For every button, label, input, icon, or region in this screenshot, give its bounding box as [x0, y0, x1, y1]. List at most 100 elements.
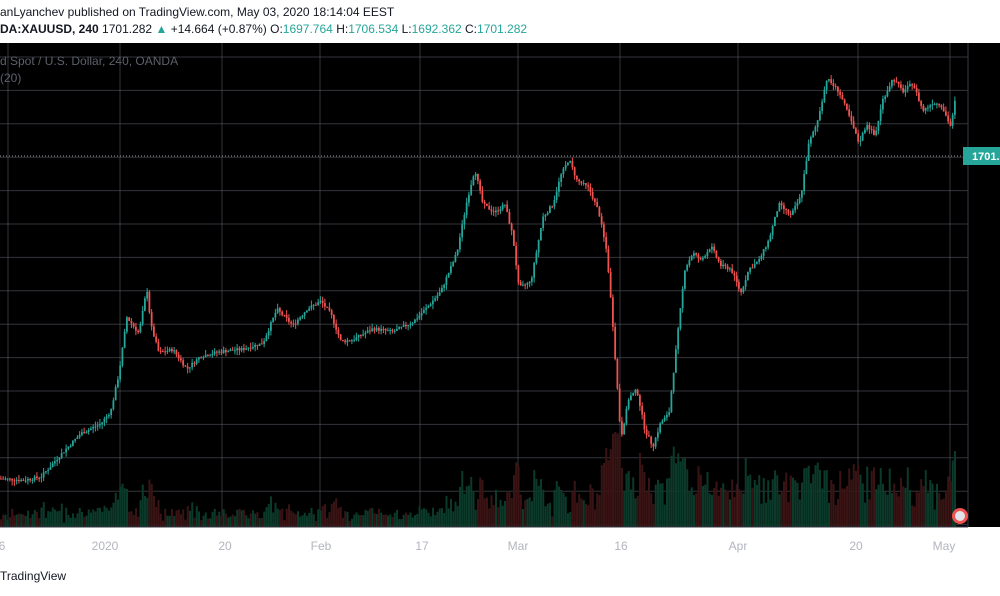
volume-bar [839, 470, 842, 527]
time-axis-background [0, 527, 1000, 560]
volume-bar [742, 493, 745, 527]
volume-bar [60, 503, 63, 527]
candle-body [787, 209, 790, 214]
candle-body [447, 272, 450, 278]
volume-bar [479, 477, 482, 527]
candle-body [513, 230, 515, 246]
candle-body [238, 348, 241, 351]
volume-bar [792, 477, 794, 527]
candle-body [40, 477, 43, 479]
candle-body [632, 392, 635, 396]
candle-body [769, 235, 772, 241]
volume-bar [126, 488, 128, 527]
candle-body [452, 261, 455, 266]
volume-bar [632, 477, 635, 527]
candle-body [729, 268, 731, 270]
candle-body [220, 351, 223, 353]
volume-bar [468, 485, 470, 527]
volume-bar [893, 483, 896, 527]
candle-body [753, 263, 756, 268]
candle-body [184, 365, 187, 367]
volume-bar [918, 492, 920, 527]
volume-bar [38, 518, 41, 527]
candle-body [708, 249, 711, 252]
volume-bar [387, 515, 389, 527]
candle-body [864, 129, 866, 133]
candle-body [423, 309, 425, 314]
candle-body [857, 133, 860, 142]
candle-body [731, 268, 734, 274]
candle-body [112, 400, 115, 410]
candle-body [697, 254, 700, 259]
candle-body [913, 85, 916, 89]
volume-bar [531, 501, 533, 527]
candle-body [265, 335, 268, 342]
volume-bar [706, 472, 709, 527]
volume-bar [951, 460, 954, 527]
volume-bar [821, 488, 824, 527]
last-price-tag-text: 1701. [972, 151, 1000, 163]
candle-body [823, 89, 826, 102]
candle-body [819, 111, 821, 121]
candle-body [591, 191, 594, 199]
scroll-to-realtime-icon[interactable] [952, 508, 968, 524]
volume-bar [866, 466, 869, 527]
candle-body [834, 85, 837, 87]
volume-bar [803, 468, 806, 527]
volume-bar [389, 514, 392, 527]
volume-bar [218, 511, 221, 527]
volume-bar [747, 475, 749, 527]
volume-bar [900, 477, 902, 527]
candle-body [902, 87, 905, 93]
price-chart[interactable]: 1701. d Spot / U.S. Dollar, 240, OANDA (… [0, 43, 1000, 560]
volume-bar [400, 519, 403, 527]
scroll-to-realtime-icon-center[interactable] [955, 511, 965, 521]
candle-body [222, 350, 225, 353]
volume-bar [47, 511, 50, 527]
volume-bar [499, 499, 502, 527]
candle-body [648, 435, 650, 437]
volume-bar [186, 505, 189, 527]
candle-body [159, 350, 162, 352]
volume-bar [591, 488, 594, 527]
candle-body [330, 310, 333, 316]
candle-body [663, 417, 666, 421]
volume-bar [249, 513, 252, 527]
candle-body [774, 217, 776, 227]
candle-body [733, 273, 736, 276]
volume-bar [195, 505, 198, 527]
candle-body [47, 469, 50, 472]
candle-body [101, 422, 104, 425]
candle-body [499, 209, 502, 212]
candle-body [501, 204, 504, 210]
volume-bar [222, 509, 225, 527]
candle-body [375, 327, 378, 331]
volume-bar [49, 511, 52, 527]
tradingview-brand: TradingView [0, 569, 67, 583]
last-price: 1701.282 [102, 22, 153, 36]
volume-bar [603, 462, 605, 527]
volume-bar [164, 508, 167, 527]
candle-body [515, 245, 518, 266]
candle-body [771, 226, 774, 236]
candle-body [517, 265, 520, 283]
volume-bar [83, 516, 86, 527]
candle-body [315, 304, 317, 306]
candle-body [668, 412, 671, 415]
volume-bar [695, 493, 698, 527]
volume-bar [414, 515, 416, 527]
volume-bar [117, 499, 119, 527]
candle-body [407, 325, 410, 327]
candle-body [213, 351, 216, 355]
candle-body [546, 212, 549, 215]
volume-bar [947, 476, 950, 527]
volume-bar [744, 457, 747, 527]
volume-bar [913, 506, 916, 527]
volume-bar [290, 510, 293, 527]
volume-bar [929, 479, 932, 527]
candle-body [535, 252, 538, 263]
candle-body [463, 214, 466, 225]
volume-bar [33, 509, 36, 527]
candle-body [301, 315, 304, 318]
volume-bars [0, 432, 956, 527]
